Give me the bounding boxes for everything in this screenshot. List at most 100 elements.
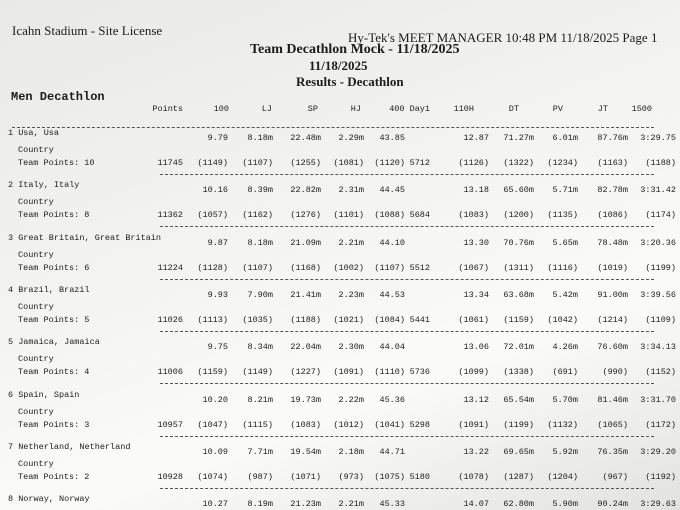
event-mark: 2.21m [338,237,364,248]
column-header: 400 Day1 [389,104,430,114]
event-points: (1019) [597,262,628,273]
team-points: Team Points: 5 [18,314,90,325]
event-points: (1204) [547,471,578,482]
event-points: (1107) [242,262,273,273]
column-header: SP [307,104,318,114]
event-mark: 10.27 [202,499,228,510]
event-mark: 78.48m [597,237,628,248]
total-points: 11745 [157,158,183,168]
event-mark: 44.53 [379,289,405,300]
event-mark: 19.54m [290,446,321,457]
row-rule [160,330,654,332]
day1-points: 5684 [409,210,430,221]
meet-title: Team Decathlon Mock - 11/18/2025 [250,42,460,57]
country: Country [18,197,54,208]
team-name: 4 Brazil, Brazil [8,284,90,295]
column-header: DT [508,104,519,114]
event-mark: 8.19m [247,499,273,510]
event-mark: 10.16 [202,185,228,196]
event-mark: 13.06 [463,342,489,353]
event-points: (1311) [503,262,534,273]
event-mark: 44.04 [379,342,405,353]
event-points: (1188) [645,158,676,168]
event-points: (1159) [503,314,534,325]
event-mark: 12.87 [463,133,489,143]
day1-points: 5736 [409,367,430,378]
results-title: Results - Decathlon [296,74,404,89]
event-points: (1287) [503,471,534,482]
event-points: (1035) [242,314,273,325]
event-mark: 9.75 [207,342,228,353]
event-mark: 63.68m [503,289,534,300]
event-mark: 5.71m [552,185,578,196]
country: Country [18,249,54,260]
country: Country [18,145,54,155]
event-points: (1091) [333,367,364,378]
day1-points: 5180 [409,471,430,482]
event-points: (1234) [547,158,578,168]
event-points: (1074) [197,471,228,482]
event-mark: 3:31.42 [640,185,676,196]
team-points: Team Points: 4 [18,367,90,378]
event-mark: 8.18m [247,237,273,248]
event-mark: 65.54m [503,394,534,405]
team-name: 3 Great Britain, Great Britain [8,232,162,243]
event-points: (1115) [242,419,273,430]
event-mark: 3:29.20 [640,446,676,457]
event-mark: 6.01m [552,133,578,143]
event-mark: 13.12 [463,394,489,405]
event-points: (1071) [290,471,321,482]
event-points: (1135) [547,210,578,221]
event-mark: 5.42m [552,289,578,300]
event-mark: 21.41m [290,289,321,300]
event-points: (1113) [197,314,228,325]
event-points: (1126) [458,158,489,168]
event-points: (987) [247,471,273,482]
event-mark: 21.09m [290,237,321,248]
column-header: 100 [213,104,229,114]
event-mark: 13.30 [463,237,489,248]
event-mark: 2.29m [338,133,364,143]
event-points: (1132) [547,419,578,430]
event-mark: 76.35m [597,446,628,457]
row-rule [160,435,654,437]
event-points: (691) [552,367,578,378]
event-mark: 62.80m [503,499,534,510]
event-points: (1057) [197,210,228,221]
site-license: Icahn Stadium - Site License [12,23,163,38]
event-points: (1109) [645,314,676,325]
event-mark: 82.78m [597,185,628,196]
event-mark: 45.33 [379,499,405,510]
event-points: (1152) [645,367,676,378]
event-points: (1086) [597,210,628,221]
event-points: (990) [602,367,628,378]
country: Country [18,354,54,365]
event-points: (1149) [242,367,273,378]
event-mark: 21.23m [290,499,321,510]
event-mark: 5.90m [552,499,578,510]
event-mark: 5.92m [552,446,578,457]
event-points: (1084) [374,314,405,325]
team-name: 8 Norway, Norway [8,494,90,505]
event-mark: 19.73m [290,394,321,405]
total-points: 10928 [157,471,183,482]
event-mark: 45.36 [379,394,405,405]
event-mark: 14.07 [463,499,489,510]
event-points: (1199) [503,419,534,430]
event-mark: 9.93 [207,289,228,300]
event-points: (1078) [458,471,489,482]
event-points: (1099) [458,367,489,378]
event-points: (1188) [290,314,321,325]
column-header: 1500 [631,104,652,114]
event-points: (973) [338,471,364,482]
event-points: (1091) [458,419,489,430]
event-mark: 3:29.63 [640,499,676,510]
event-points: (1159) [197,367,228,378]
team-points: Team Points: 2 [18,471,90,482]
event-points: (1116) [547,262,578,273]
event-mark: 91.00m [597,289,628,300]
day1-points: 5512 [409,262,430,273]
total-points: 11224 [157,262,183,273]
event-points: (1162) [242,210,273,221]
meet-manager-header: Hy-Tek's MEET MANAGER 10:48 PM 11/18/202… [348,30,658,45]
